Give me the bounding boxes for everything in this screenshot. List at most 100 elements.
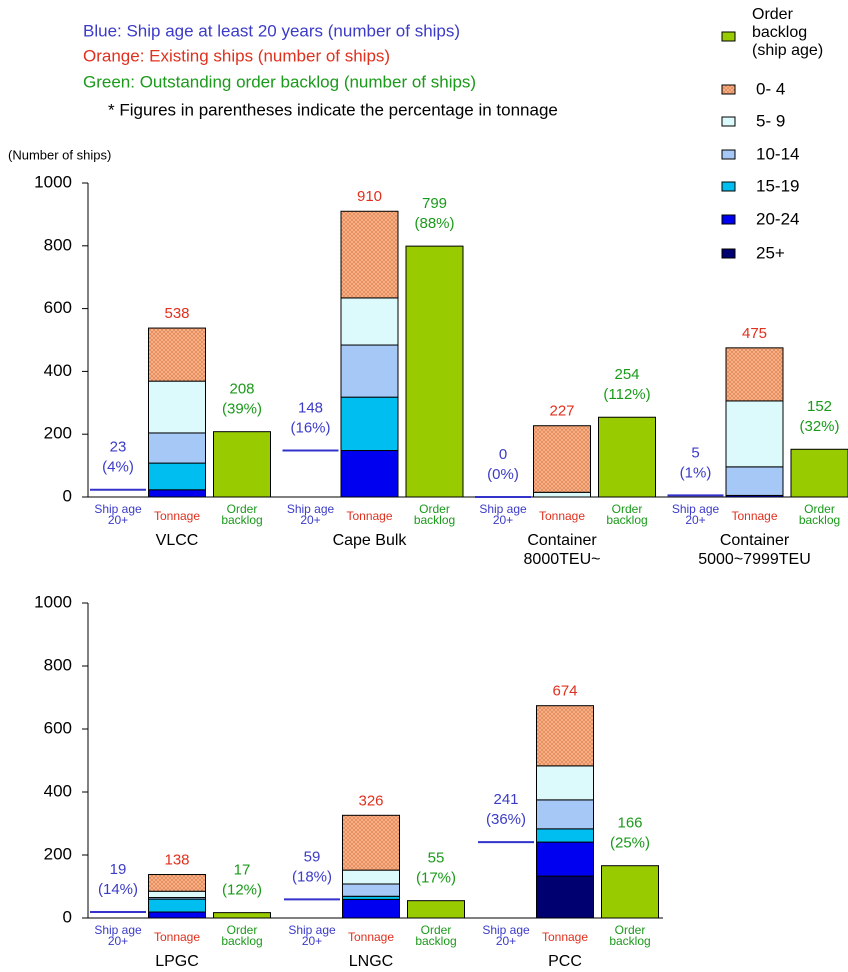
y-tick-label: 400 (44, 361, 72, 380)
backlog-bar (601, 865, 659, 919)
legend-swatch (721, 248, 736, 259)
tonnage-total: 538 (164, 305, 189, 322)
legend-swatch (721, 181, 736, 192)
y-axis-label: (Number of ships) (8, 147, 111, 162)
sub-label: backlog (609, 934, 650, 948)
sub-label: Order (227, 923, 258, 937)
y-tick-label: 200 (44, 844, 72, 863)
tonnage-segment (342, 883, 400, 897)
note: Green: Outstanding order backlog (number… (83, 72, 476, 91)
sub-label: backlog (799, 513, 840, 527)
backlog-bar (407, 900, 465, 919)
sub-label: 20+ (108, 513, 128, 527)
tonnage-segment (533, 425, 591, 493)
sub-label: Ship age (287, 502, 335, 516)
y-tick-label: 0 (63, 907, 72, 926)
sub-label: Tonnage (539, 509, 585, 523)
tonnage-segment (340, 210, 399, 299)
tonnage-segment (148, 489, 206, 498)
age20-share: (0%) (487, 466, 519, 483)
sub-label: Ship age (94, 923, 142, 937)
sub-label: 20+ (496, 934, 516, 948)
tonnage-segment (148, 890, 206, 899)
legend-label: Order backlog (ship age) (752, 6, 824, 59)
category-label: 8000TEU~ (524, 551, 601, 568)
backlog-bar (790, 448, 848, 498)
legend-label: 20-24 (756, 209, 799, 228)
y-tick-label: 0 (63, 486, 72, 505)
backlog-value: 799 (422, 195, 447, 212)
sub-label: Order (419, 502, 450, 516)
backlog-bar (405, 245, 464, 498)
tonnage-segment (148, 380, 206, 434)
tonnage-segment (340, 450, 399, 498)
category-label: LNGC (349, 953, 393, 970)
legend-label: 5- 9 (756, 111, 785, 130)
legend-label: 10-14 (756, 144, 799, 163)
legend-swatch (721, 149, 736, 160)
y-tick-label: 200 (44, 424, 72, 443)
backlog-share: (32%) (799, 418, 839, 435)
category-label: 5000~7999TEU (698, 551, 811, 568)
tonnage-segment (340, 344, 399, 398)
y-tick-label: 800 (44, 655, 72, 674)
tonnage-total: 326 (358, 792, 383, 809)
age20-share: (4%) (102, 459, 134, 476)
backlog-share: (39%) (222, 401, 262, 418)
backlog-bar (213, 431, 271, 498)
category-label: PCC (548, 953, 582, 970)
y-tick-label: 400 (44, 781, 72, 800)
category-label: VLCC (156, 532, 199, 549)
tonnage-total: 910 (357, 188, 382, 205)
sub-label: Order (227, 502, 258, 516)
tonnage-segment (536, 765, 594, 801)
sub-label: 20+ (108, 934, 128, 948)
sub-label: Order (615, 923, 646, 937)
tonnage-total: 475 (742, 325, 767, 342)
legend-label: 0- 4 (756, 79, 785, 98)
tonnage-segment (536, 875, 594, 919)
tonnage-total: 227 (549, 403, 574, 420)
tonnage-segment (148, 462, 206, 491)
tonnage-segment (725, 466, 784, 496)
note: Blue: Ship age at least 20 years (number… (83, 21, 460, 40)
sub-label: Ship age (94, 502, 142, 516)
legend-label: 25+ (756, 243, 785, 262)
note: * Figures in parentheses indicate the pe… (108, 100, 558, 119)
legend-swatch (721, 116, 736, 127)
backlog-share: (17%) (416, 870, 456, 887)
sub-label: Order (804, 502, 835, 516)
tonnage-segment (536, 799, 594, 830)
tonnage-segment (533, 491, 591, 498)
legend-swatch (721, 214, 736, 225)
y-tick-label: 1000 (34, 592, 72, 611)
age20-share: (16%) (290, 419, 330, 436)
sub-label: Tonnage (346, 509, 392, 523)
y-tick-label: 1000 (34, 172, 72, 191)
backlog-value: 17 (234, 862, 251, 879)
tonnage-segment (536, 705, 594, 767)
y-tick-label: 800 (44, 235, 72, 254)
sub-label: Order (421, 923, 452, 937)
y-tick-label: 600 (44, 718, 72, 737)
sub-label: 20+ (493, 513, 513, 527)
sub-label: Tonnage (154, 509, 200, 523)
tonnage-segment (148, 432, 206, 464)
sub-label: 20+ (685, 513, 705, 527)
y-tick-label: 600 (44, 298, 72, 317)
tonnage-total: 674 (552, 683, 577, 700)
sub-label: Tonnage (154, 930, 200, 944)
backlog-value: 152 (807, 398, 832, 415)
tonnage-segment (148, 898, 206, 913)
sub-label: Ship age (288, 923, 336, 937)
category-label: Container (527, 532, 597, 549)
backlog-bar (598, 416, 656, 498)
age20-value: 5 (691, 444, 699, 461)
sub-label: Ship age (482, 923, 530, 937)
tonnage-segment (342, 814, 400, 871)
sub-label: backlog (414, 513, 455, 527)
legend-label: 15-19 (756, 176, 799, 195)
category-label: LPGC (155, 953, 199, 970)
